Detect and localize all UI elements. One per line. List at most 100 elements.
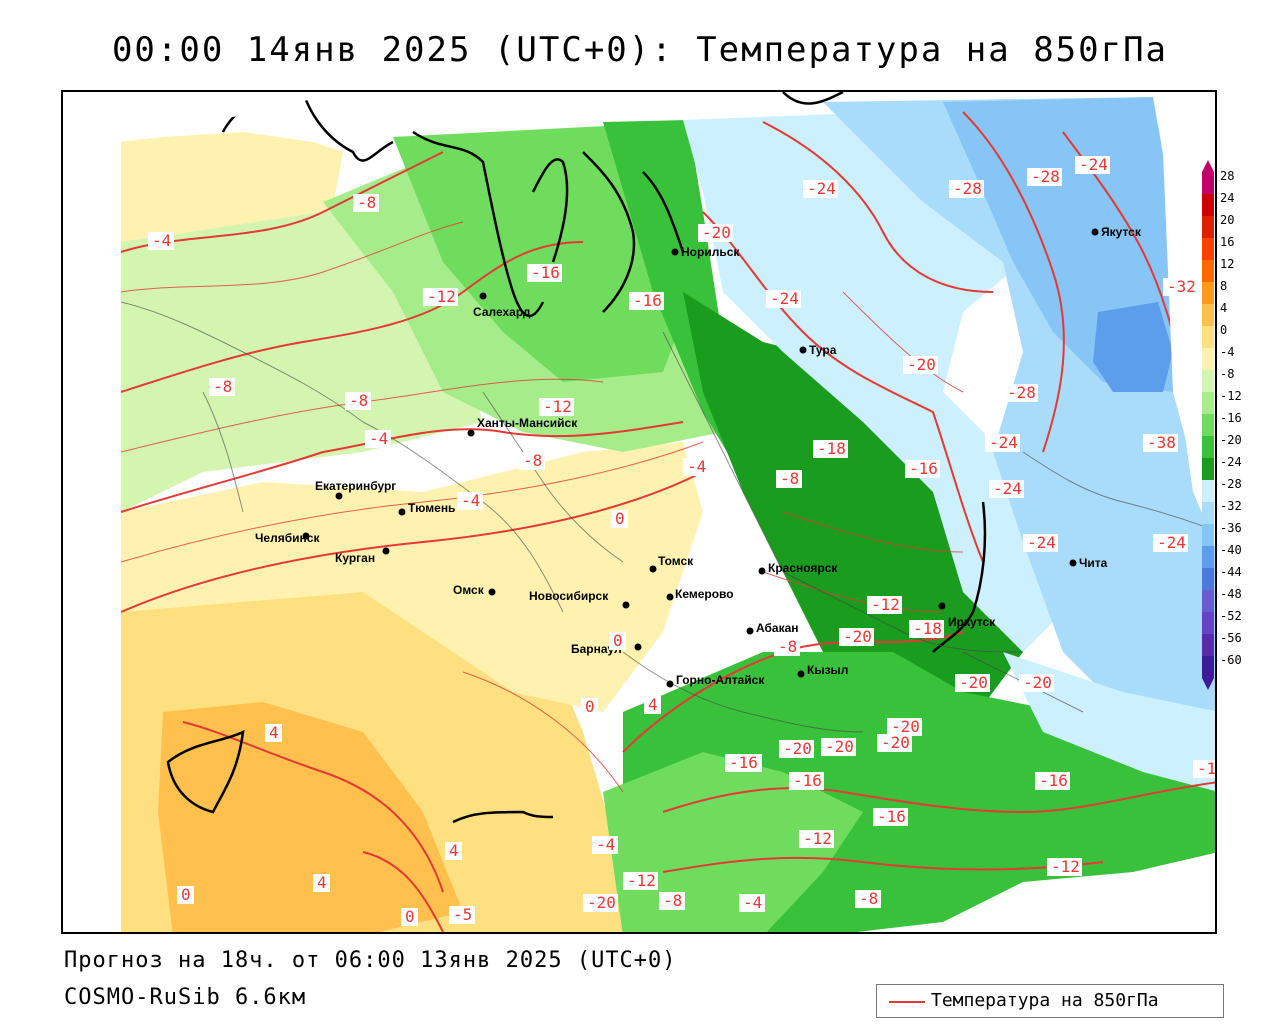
city-krasnoyarsk: Красноярск (758, 561, 838, 575)
isotherm-label: -12 (803, 829, 832, 848)
isotherm-label-bg (1163, 278, 1198, 296)
isotherm-label: -8 (663, 891, 682, 910)
isotherm-contours (120, 111, 1215, 932)
scale-swatch (1202, 370, 1214, 393)
isotherm-label-bg (148, 232, 174, 250)
legend: Температура на 850гПа (876, 984, 1224, 1018)
isotherm-label: -4 (152, 231, 171, 250)
forecast-info: Прогноз на 18ч. от 06:00 13янв 2025 (UTC… (64, 948, 677, 973)
city-tomsk: Томск (649, 554, 694, 573)
isotherm-label-bg (313, 874, 330, 892)
isotherm-label-bg (683, 458, 709, 476)
isotherm-label: -18 (817, 439, 846, 458)
coastline (166, 92, 987, 824)
svg-text:Ханты-Мансийск: Ханты-Мансийск (477, 416, 578, 430)
isotherm-label-bg (903, 356, 938, 374)
isotherm-label: -20 (843, 627, 872, 646)
isotherm-label: -8 (780, 469, 799, 488)
isotherm-label-bg (609, 632, 626, 650)
isotherm-label-bg (519, 452, 545, 470)
scale-swatch (1202, 260, 1214, 283)
temperature-colour-scale: 28 24 20 16 12 8 4 0 -4 -8 -12 -16 -20 -24 -28 -32 -36 -4… (1196, 160, 1280, 690)
city-kemerovo: Кемерово (666, 587, 734, 601)
isotherm-label-bg (581, 698, 598, 716)
legend-line-swatch (889, 1001, 925, 1003)
isotherm-label: -4 (461, 491, 480, 510)
scale-arrow-bottom (1202, 678, 1214, 690)
isotherm-label: -20 (907, 355, 936, 374)
svg-text:Курган: Курган (335, 551, 375, 565)
city-chelyabinsk: Челябинск (255, 531, 320, 545)
svg-text:Норильск: Норильск (681, 245, 740, 259)
isotherm-label-bg (985, 434, 1020, 452)
city-yakutsk: Якутск (1091, 225, 1142, 239)
isotherm-label-bg (659, 892, 685, 910)
isotherm-label-bg (644, 696, 661, 714)
isotherm-label: -18 (913, 619, 942, 638)
isotherm-label: -24 (807, 179, 836, 198)
svg-text:Кемерово: Кемерово (675, 587, 734, 601)
city-yekaterinburg: Екатеринбург (315, 479, 396, 500)
isotherm-label-bg (1143, 434, 1178, 452)
isotherm-label-bg (265, 724, 282, 742)
isotherm-label: -20 (702, 223, 731, 242)
isotherm-label-bg (1003, 384, 1038, 402)
isotherm-label-bg (774, 638, 800, 656)
svg-text:Горно-Алтайск: Горно-Алтайск (676, 673, 765, 687)
isotherm-label: 0 (585, 697, 595, 716)
isotherm-label: -8 (859, 889, 878, 908)
isotherm-label: -24 (1157, 533, 1186, 552)
city-markers: Норильск Салехард Тура Якутск Ханты-Манс… (255, 225, 1142, 688)
isotherm-label: -20 (825, 737, 854, 756)
scale-swatch (1202, 612, 1214, 635)
scale-swatch (1202, 216, 1214, 239)
isotherm-label: -8 (357, 193, 376, 212)
scale-tick-label: -12 (1220, 389, 1242, 403)
isotherm-label-bg (1153, 534, 1188, 552)
isotherm-label-bg (949, 180, 984, 198)
isotherm-label-bg (1027, 168, 1062, 186)
isotherm-label: -24 (993, 479, 1022, 498)
isotherm-label-bg (779, 740, 814, 758)
isotherm-label-bg (873, 808, 908, 826)
scale-tick-label: -28 (1220, 477, 1242, 491)
isotherm-label-bg (839, 628, 874, 646)
isotherm-label: 0 (613, 631, 623, 650)
city-omsk: Омск (453, 583, 496, 597)
isotherm-label: -32 (1167, 277, 1196, 296)
city-abakan: Абакан (746, 621, 799, 635)
svg-text:Чита: Чита (1079, 556, 1108, 570)
isotherm-label-bg (725, 754, 760, 772)
isotherm-label-bg (955, 674, 990, 692)
zone-south-orange-deep (158, 702, 463, 932)
svg-text:Челябинск: Челябинск (255, 531, 320, 545)
scale-swatch (1202, 348, 1214, 371)
scale-swatch (1202, 656, 1214, 679)
isotherm-label: -5 (453, 905, 472, 924)
svg-text:Кызыл: Кызыл (807, 663, 848, 677)
scale-tick-label: -56 (1220, 631, 1242, 645)
colour-scale-bar: 28 24 20 16 12 8 4 0 -4 -8 -12 -16 -20 -24 -28 -32 -36 -4… (1202, 160, 1242, 690)
legend-label: Температура на 850гПа (931, 990, 1159, 1011)
isotherm-label-bg (803, 180, 838, 198)
city-novosibirsk: Новосибирск (529, 589, 630, 609)
svg-text:Томск: Томск (658, 554, 694, 568)
svg-text:Екатеринбург: Екатеринбург (315, 479, 396, 493)
isotherm-label: -12 (427, 287, 456, 306)
isotherm-label: -16 (1039, 771, 1068, 790)
scale-tick-label: -20 (1220, 433, 1242, 447)
scale-tick-label: -24 (1220, 455, 1242, 469)
isotherm-label: -20 (587, 893, 616, 912)
scale-swatch (1202, 392, 1214, 415)
isotherm-label-bg (1075, 156, 1110, 174)
scale-tick-label: 8 (1220, 279, 1227, 293)
isotherm-label: -8 (778, 637, 797, 656)
admin-boundaries (120, 301, 1215, 733)
isotherm-label-bg (766, 290, 801, 308)
isotherm-label: -20 (881, 733, 910, 752)
isotherm-label: -4 (596, 835, 615, 854)
scale-tick-label: -40 (1220, 543, 1242, 557)
scale-swatch (1202, 458, 1214, 481)
scale-tick-label: 4 (1220, 301, 1227, 315)
isotherm-label: 4 (449, 841, 459, 860)
